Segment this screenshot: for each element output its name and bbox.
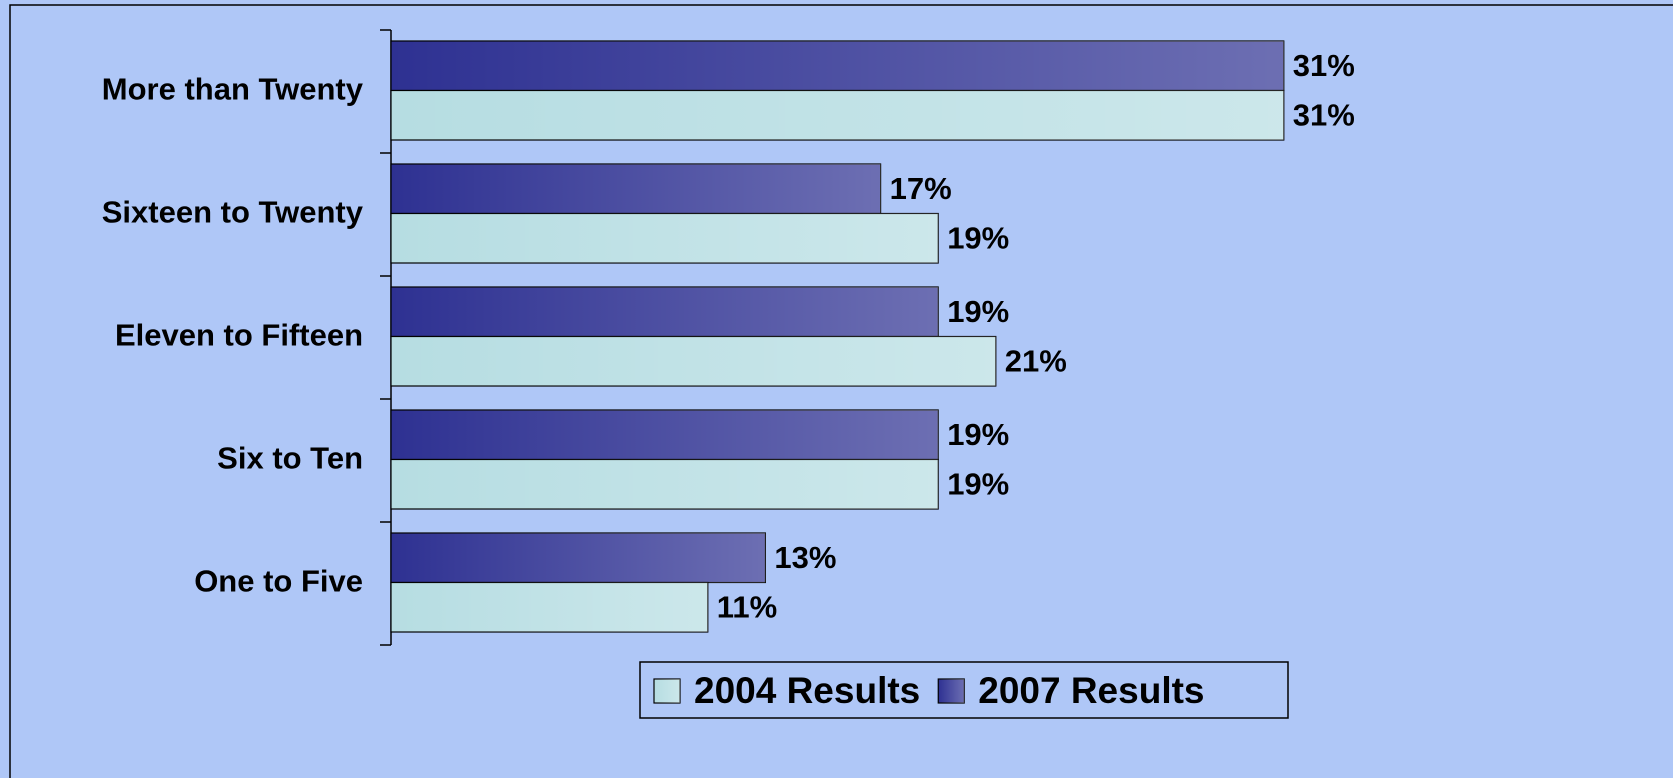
category-label: One to Five (194, 564, 363, 599)
legend-label: 2007 Results (978, 670, 1204, 711)
bar (390, 532, 766, 584)
bar (390, 409, 939, 461)
category-label: Six to Ten (217, 441, 363, 476)
category-label: More than Twenty (102, 72, 364, 107)
value-label: 13% (774, 540, 836, 575)
bar (390, 335, 997, 387)
value-label: 19% (947, 220, 1009, 255)
bar (390, 581, 709, 633)
value-label: 19% (947, 294, 1009, 329)
value-label: 21% (1005, 343, 1067, 378)
bar (390, 212, 939, 264)
bar (390, 40, 1285, 92)
value-label: 31% (1293, 48, 1355, 83)
bar (390, 286, 939, 338)
legend-label: 2004 Results (694, 670, 920, 711)
value-label: 11% (717, 589, 777, 624)
bar (390, 89, 1285, 141)
legend-swatch-sheen (938, 679, 965, 703)
category-label: Eleven to Fifteen (115, 318, 363, 353)
bar (390, 458, 939, 510)
value-label: 17% (890, 171, 952, 206)
bar (390, 163, 882, 215)
category-label: Sixteen to Twenty (102, 195, 364, 230)
value-label: 19% (947, 466, 1009, 501)
value-label: 31% (1293, 97, 1355, 132)
value-label: 19% (947, 417, 1009, 452)
legend-swatch-sheen (654, 679, 680, 703)
